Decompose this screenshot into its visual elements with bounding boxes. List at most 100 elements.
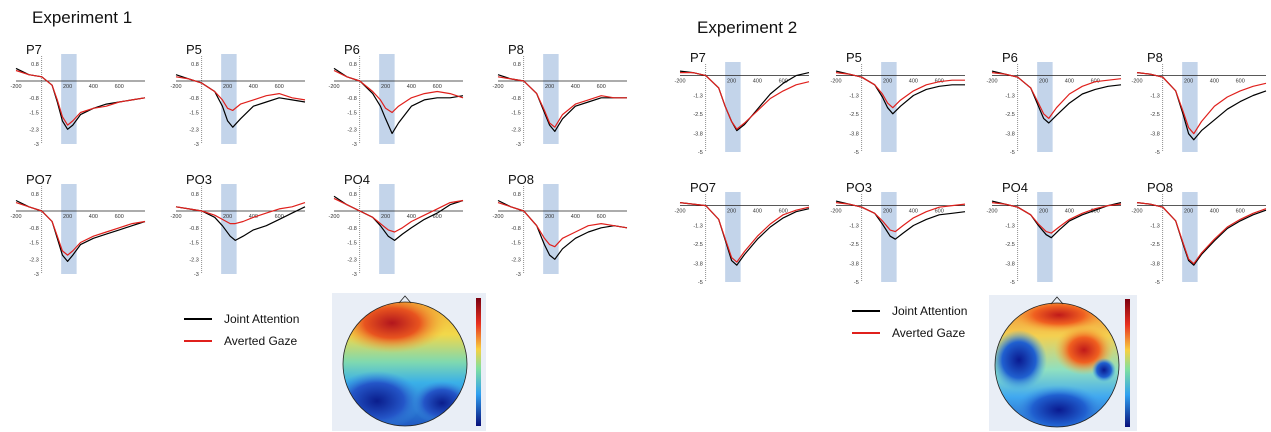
y-tick-label: -5 bbox=[698, 280, 703, 286]
y-tick-label: -3.8 bbox=[1150, 132, 1159, 138]
x-tick-label: 200 bbox=[727, 209, 736, 215]
y-tick-label: -5 bbox=[854, 150, 859, 156]
y-tick-label: -3.8 bbox=[1150, 262, 1159, 268]
erp-panel-exp1-p5: -200 200 400 600 0.8 -0.8 -1.5 -2.3 -3 P5 bbox=[170, 42, 306, 148]
y-tick-label: -3 bbox=[352, 272, 357, 278]
x-tick-label: 400 bbox=[407, 214, 416, 220]
series-joint bbox=[175, 206, 306, 242]
x-tick-label: 200 bbox=[883, 209, 892, 215]
erp-panel-exp2-po4: -200 200 400 600 -1.3 -2.5 -3.8 -5 PO4 bbox=[986, 180, 1122, 286]
y-tick-label: -5 bbox=[854, 280, 859, 286]
y-tick-label: -3.8 bbox=[849, 132, 858, 138]
series-averted bbox=[680, 72, 810, 130]
time-window-shade bbox=[61, 54, 77, 144]
series-joint bbox=[333, 195, 464, 242]
y-tick-label: -1.5 bbox=[511, 111, 520, 117]
x-tick-label: 200 bbox=[1184, 79, 1193, 85]
legend-swatch-averted bbox=[852, 332, 880, 334]
series-joint bbox=[1136, 202, 1267, 266]
x-tick-label: -200 bbox=[674, 209, 685, 215]
legend-swatch-joint bbox=[184, 318, 212, 320]
x-tick-label: -200 bbox=[830, 79, 841, 85]
x-tick-label: 400 bbox=[249, 84, 258, 90]
series-averted bbox=[497, 202, 628, 248]
x-tick-label: 200 bbox=[381, 214, 390, 220]
y-tick-label: -1.3 bbox=[693, 223, 702, 229]
legend-item-averted-gaze: Averted Gaze bbox=[852, 322, 967, 344]
x-tick-label: -200 bbox=[1131, 79, 1142, 85]
y-tick-label: -2.3 bbox=[29, 127, 38, 133]
y-tick-label: -1.5 bbox=[347, 111, 356, 117]
x-tick-label: 200 bbox=[727, 79, 736, 85]
y-tick-label: -1.5 bbox=[29, 111, 38, 117]
x-tick-label: 400 bbox=[407, 84, 416, 90]
x-tick-label: 400 bbox=[89, 214, 98, 220]
series-averted bbox=[1136, 202, 1267, 265]
y-tick-label: -1.5 bbox=[511, 241, 520, 247]
y-tick-label: -0.8 bbox=[29, 226, 38, 232]
y-tick-label: 0.8 bbox=[31, 62, 39, 68]
y-tick-label: -1.5 bbox=[189, 241, 198, 247]
head-outline bbox=[342, 301, 468, 427]
x-tick-label: 400 bbox=[571, 214, 580, 220]
channel-label: P8 bbox=[1147, 50, 1163, 65]
channel-label: P7 bbox=[690, 50, 706, 65]
x-tick-label: -200 bbox=[10, 214, 21, 220]
x-tick-label: 200 bbox=[223, 214, 232, 220]
x-tick-label: 200 bbox=[223, 84, 232, 90]
x-tick-label: 600 bbox=[779, 79, 788, 85]
legend-swatch-joint bbox=[852, 310, 880, 312]
x-tick-label: 600 bbox=[275, 84, 284, 90]
x-tick-label: -200 bbox=[328, 214, 339, 220]
x-tick-label: 400 bbox=[1210, 79, 1219, 85]
x-tick-label: 600 bbox=[433, 214, 442, 220]
y-tick-label: -1.3 bbox=[1005, 93, 1014, 99]
x-tick-label: 600 bbox=[597, 214, 606, 220]
y-tick-label: 0.8 bbox=[513, 192, 521, 198]
erp-panel-exp1-p6: -200 200 400 600 0.8 -0.8 -1.5 -2.3 -3 P6 bbox=[328, 42, 464, 148]
erp-panel-exp2-po7: -200 200 400 600 -1.3 -2.5 -3.8 -5 PO7 bbox=[674, 180, 810, 286]
time-window-shade bbox=[221, 54, 237, 144]
time-window-shade bbox=[881, 192, 897, 282]
y-tick-label: -5 bbox=[1010, 280, 1015, 286]
colorbar bbox=[1125, 299, 1130, 427]
time-window-shade bbox=[543, 184, 559, 274]
y-tick-label: -1.5 bbox=[189, 111, 198, 117]
x-tick-label: 600 bbox=[1236, 209, 1245, 215]
y-tick-label: -3.8 bbox=[693, 132, 702, 138]
series-averted bbox=[679, 202, 810, 263]
x-tick-label: 400 bbox=[89, 84, 98, 90]
erp-panel-exp1-p8: -200 200 400 600 0.8 -0.8 -1.5 -2.3 -3 P8 bbox=[492, 42, 627, 148]
series-averted bbox=[991, 202, 1122, 234]
y-tick-label: 0.8 bbox=[513, 62, 521, 68]
channel-label: PO4 bbox=[1002, 180, 1028, 195]
y-tick-label: -1.3 bbox=[849, 93, 858, 99]
x-tick-label: 400 bbox=[909, 79, 918, 85]
series-averted bbox=[333, 69, 464, 114]
y-tick-label: 0.8 bbox=[349, 62, 357, 68]
legend-item-joint-attention: Joint Attention bbox=[184, 308, 299, 330]
time-window-shade bbox=[1037, 62, 1053, 152]
erp-panel-exp2-p8: -200 200 400 600 -1.3 -2.5 -3.8 -5 P8 bbox=[1131, 50, 1267, 156]
erp-panel-exp2-po8: -200 200 400 600 -1.3 -2.5 -3.8 -5 PO8 bbox=[1131, 180, 1267, 286]
y-tick-label: -3 bbox=[194, 272, 199, 278]
time-window-shade bbox=[1182, 192, 1198, 282]
erp-panel-exp2-p5: -200 200 400 600-1.3-2.5-3.8-5P5 bbox=[830, 50, 965, 156]
x-tick-label: 400 bbox=[753, 79, 762, 85]
nose-icon bbox=[1050, 296, 1064, 305]
series-joint bbox=[679, 70, 810, 132]
erp-panel-exp1-po8: -200 200 400 600 0.8 -0.8 -1.5 -2.3 -3 PO8 bbox=[492, 172, 628, 278]
legend-item-joint-attention: Joint Attention bbox=[852, 300, 967, 322]
x-tick-label: -200 bbox=[492, 214, 503, 220]
colorbar bbox=[476, 298, 481, 426]
series-averted bbox=[15, 69, 146, 126]
y-tick-label: -1.3 bbox=[1150, 93, 1159, 99]
legend-label-joint: Joint Attention bbox=[224, 312, 300, 326]
series-averted bbox=[835, 72, 965, 109]
y-tick-label: -2.3 bbox=[29, 257, 38, 263]
series-averted bbox=[333, 197, 464, 233]
y-tick-label: -1.3 bbox=[849, 223, 858, 229]
experiment-2-title: Experiment 2 bbox=[697, 18, 798, 37]
nose-icon bbox=[398, 295, 412, 304]
x-tick-label: 400 bbox=[1210, 209, 1219, 215]
